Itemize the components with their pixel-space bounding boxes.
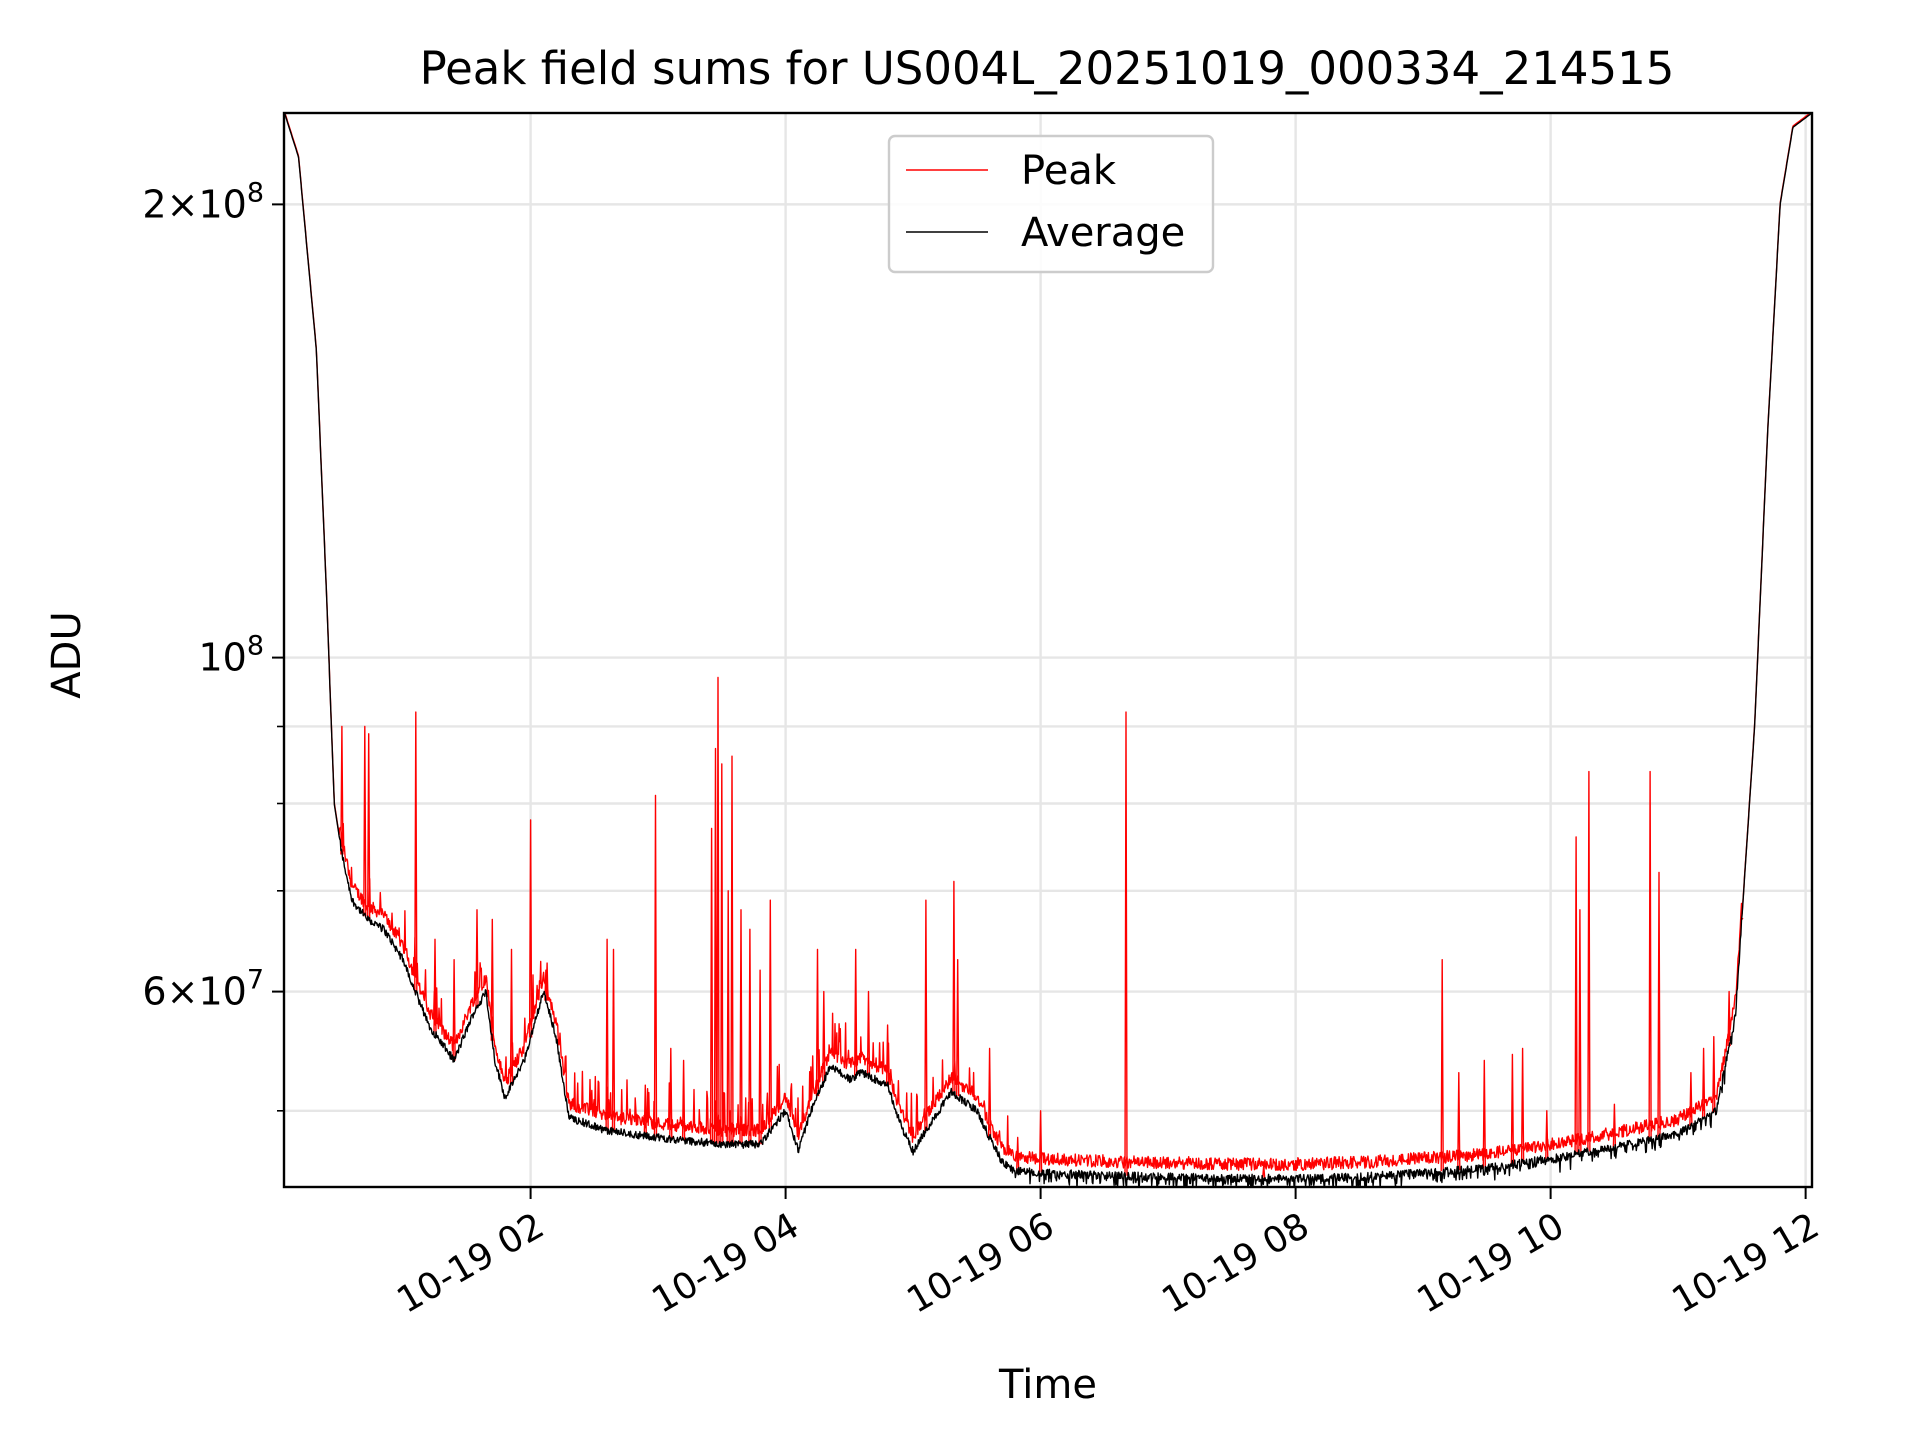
x-tick-label: 10-19 06	[900, 1205, 1061, 1321]
y-axis: 108 2×108 6×107	[142, 177, 284, 1112]
y-tick-label: 108	[198, 631, 264, 680]
chart-title: Peak field sums for US004L_20251019_0003…	[420, 42, 1675, 95]
x-tick-label: 10-19 12	[1665, 1205, 1826, 1321]
legend-peak-label: Peak	[1021, 148, 1117, 194]
x-tick-label: 10-19 02	[390, 1205, 551, 1321]
x-axis-label: Time	[998, 1362, 1097, 1408]
x-tick-label: 10-19 10	[1410, 1205, 1571, 1321]
series-layer	[284, 113, 1812, 1187]
x-tick-label: 10-19 04	[645, 1205, 806, 1321]
x-tick-label: 10-19 08	[1155, 1205, 1316, 1321]
plot-frame	[282, 111, 1814, 1189]
legend: Peak Average	[887, 134, 1215, 274]
y-axis-label: ADU	[44, 611, 90, 698]
y-tick-label: 2×108	[142, 177, 264, 226]
series-average-line	[284, 113, 1812, 1187]
series-peak-line	[284, 113, 1812, 1179]
legend-average-label: Average	[1021, 210, 1185, 256]
x-axis: 10-19 02 10-19 04 10-19 06 10-19 08 10-19 10…	[390, 1187, 1826, 1322]
y-tick-label: 6×107	[142, 965, 264, 1014]
grid	[284, 113, 1812, 1187]
